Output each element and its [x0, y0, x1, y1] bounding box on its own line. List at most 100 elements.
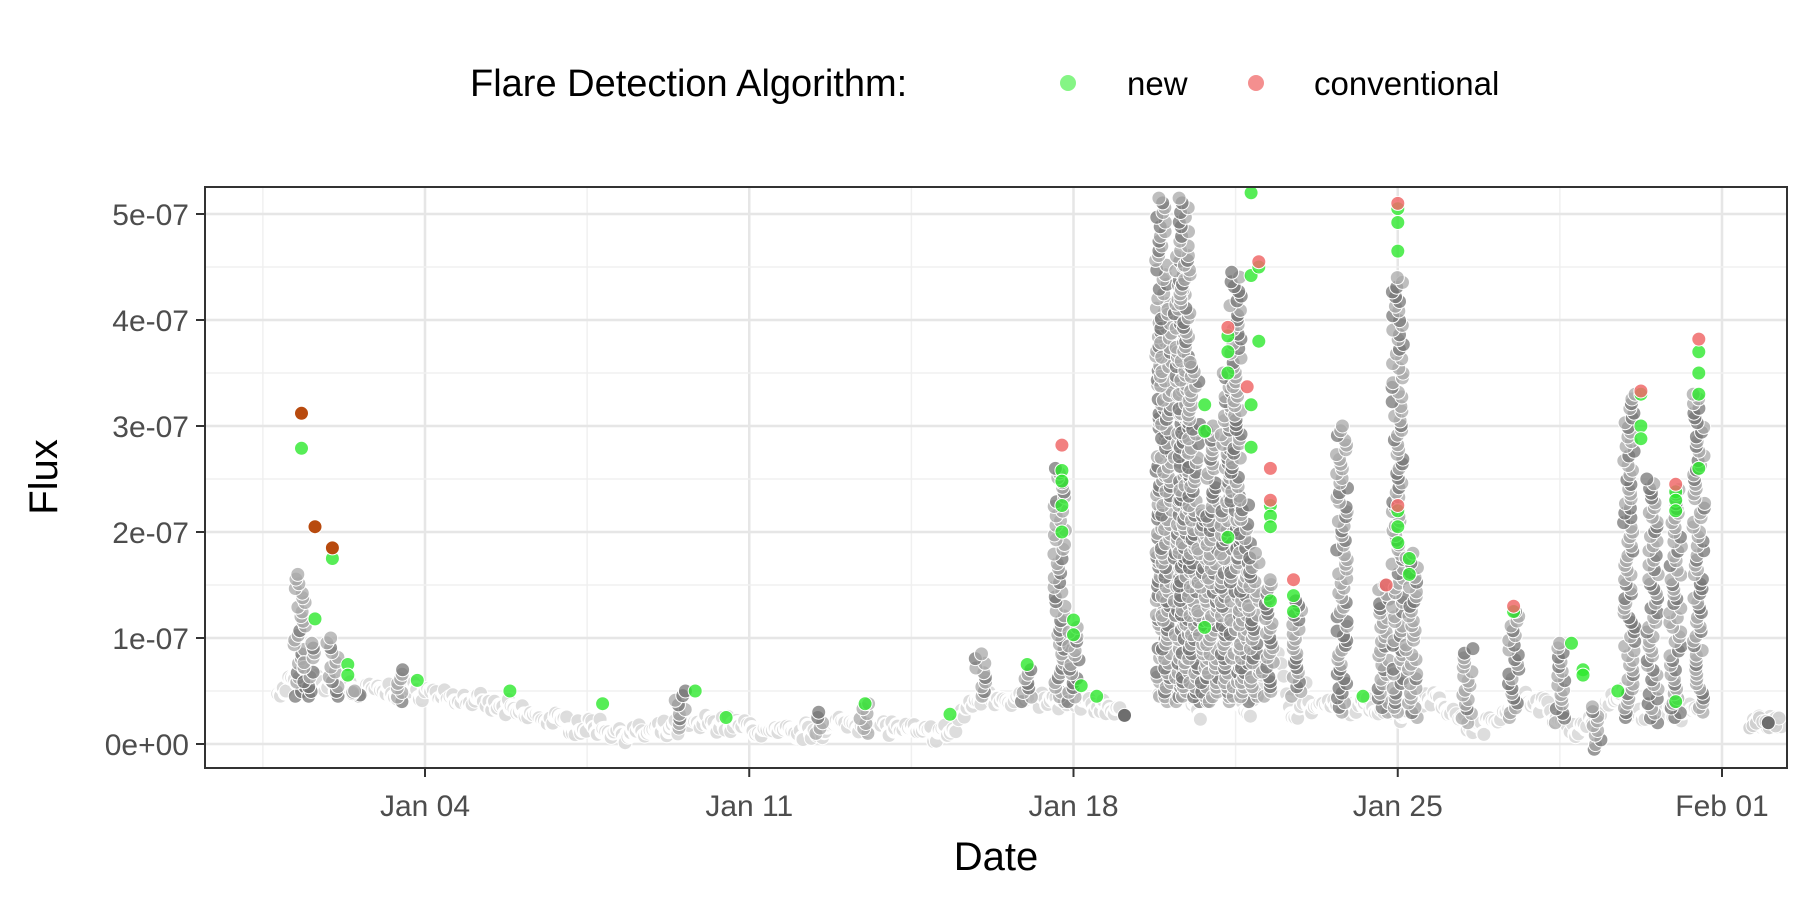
background-points: [269, 190, 1789, 757]
observation-point: [1171, 190, 1187, 206]
flare-point-conventional: [1390, 195, 1406, 211]
flare-point-new: [1262, 593, 1278, 609]
flare-point-new: [1066, 627, 1081, 643]
flare-point-both: [324, 540, 340, 556]
flare-point-new: [1220, 365, 1236, 381]
flare-point-new: [1401, 566, 1417, 582]
flare-point-new: [1197, 619, 1213, 635]
flare-point-new: [1691, 344, 1707, 360]
flare-point-new: [1610, 683, 1626, 699]
flare-point-conventional: [1262, 492, 1278, 508]
observation-point: [1192, 711, 1208, 727]
flare-point-new: [595, 696, 611, 712]
flare-point-new: [1066, 612, 1081, 628]
observation-point: [1224, 264, 1240, 280]
observation-point: [1476, 726, 1492, 742]
flare-point-new: [1220, 344, 1236, 360]
observation-point: [811, 704, 827, 720]
flare-point-new: [1286, 604, 1301, 619]
x-tick-label: Jan 25: [1353, 790, 1443, 823]
flare-point-conventional: [1251, 254, 1267, 270]
flare-point-new: [1286, 588, 1301, 604]
panel-background: [205, 187, 1787, 768]
observation-point: [1465, 641, 1481, 657]
y-tick-label: 0e+00: [105, 729, 189, 762]
observation-point: [1248, 545, 1263, 561]
flare-point-new: [1668, 694, 1684, 710]
observation-point: [1151, 190, 1167, 206]
flare-point-conventional: [1286, 572, 1301, 588]
flare-point-new: [1390, 243, 1406, 259]
legend-title: Flare Detection Algorithm:: [470, 63, 907, 105]
legend: Flare Detection Algorithm: new conventio…: [470, 63, 1499, 105]
observation-point: [395, 662, 411, 678]
y-tick-label: 4e-07: [112, 305, 189, 338]
flare-point-conventional: [1390, 498, 1406, 513]
flare-point-new: [1390, 535, 1406, 551]
flare-point-conventional: [1239, 379, 1255, 395]
flare-point-new: [1054, 498, 1070, 513]
observation-point: [1389, 270, 1405, 286]
observation-point: [1262, 572, 1278, 588]
flare-point-new: [1197, 397, 1213, 413]
flare-point-new: [1073, 678, 1089, 694]
y-tick-label: 5e-07: [112, 199, 189, 232]
legend-label-conventional: conventional: [1314, 65, 1499, 102]
flare-point-new: [1220, 529, 1236, 545]
observation-point: [1182, 354, 1198, 370]
flare-point-new: [1262, 519, 1278, 535]
flare-point-new: [942, 706, 958, 722]
observation-point: [1639, 471, 1655, 487]
flare-point-new: [294, 440, 309, 456]
y-tick-label: 2e-07: [112, 517, 189, 550]
flare-point-new: [1197, 423, 1213, 439]
flare-point-conventional: [1633, 383, 1649, 399]
flare-point-new: [687, 683, 703, 699]
flare-point-new: [1633, 431, 1649, 447]
observation-point: [304, 635, 320, 651]
flare-point-conventional: [1262, 460, 1278, 476]
x-tick-label: Jan 11: [705, 790, 793, 823]
flare-point-new: [718, 710, 734, 725]
observation-point: [1232, 492, 1248, 508]
flare-point-new: [340, 667, 356, 683]
flare-point-new: [502, 683, 518, 699]
flare-point-conventional: [1691, 331, 1707, 347]
observation-point: [347, 683, 363, 699]
y-tick-label: 1e-07: [112, 623, 189, 656]
flare-point-both: [307, 519, 323, 535]
legend-key-conventional: [1248, 75, 1264, 91]
y-axis-title: Flux: [22, 439, 66, 515]
flare-point-new: [1390, 215, 1406, 230]
flare-point-new: [1251, 333, 1267, 349]
flare-point-new: [1633, 418, 1649, 434]
flare-point-new: [307, 611, 323, 627]
x-tick-label: Feb 01: [1675, 790, 1768, 823]
flare-point-both: [294, 405, 309, 421]
observation-point: [323, 630, 339, 646]
flare-point-new: [857, 696, 873, 712]
observation-point: [290, 566, 306, 582]
flare-point-new: [1401, 551, 1417, 566]
observation-point: [1760, 715, 1776, 731]
panel-grid: [205, 187, 1787, 768]
flare-point-new: [1691, 365, 1707, 381]
flare-point-new: [1243, 439, 1259, 455]
observation-point: [1242, 708, 1258, 724]
flare-point-new: [1019, 657, 1035, 672]
flare-point-new: [1668, 503, 1684, 519]
flare-point-new: [409, 672, 425, 688]
flare-point-new: [1243, 397, 1259, 413]
x-tick-label: Jan 04: [380, 790, 470, 823]
legend-label-new: new: [1127, 65, 1188, 102]
y-tick-label: 3e-07: [112, 411, 189, 444]
x-tick-label: Jan 18: [1028, 790, 1118, 823]
flare-point-new: [1089, 688, 1105, 704]
flare-point-new: [1054, 524, 1070, 540]
flare-point-new: [1355, 688, 1371, 704]
legend-key-new: [1060, 75, 1076, 91]
flare-point-conventional: [1378, 577, 1394, 593]
flare-point-conventional: [1054, 437, 1070, 453]
